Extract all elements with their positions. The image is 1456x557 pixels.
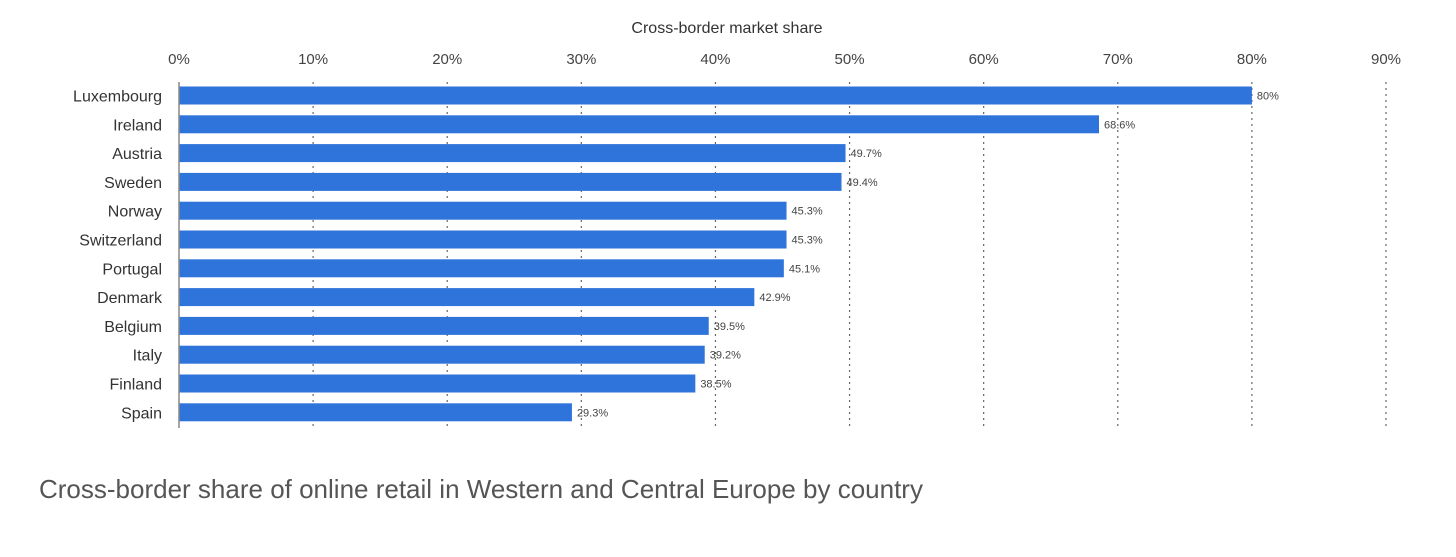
bar xyxy=(179,86,1252,105)
bar xyxy=(179,288,755,307)
category-label: Norway xyxy=(108,204,162,221)
category-labels: Luxembourg Ireland Austria Sweden Norway Swit… xyxy=(73,89,163,423)
x-tick-label: 0% xyxy=(168,51,190,68)
data-label: 80% xyxy=(1257,91,1279,103)
x-tick-labels: 0% 10% 20% 30% 40% 50% 60% 70% 80% 90% xyxy=(168,51,1401,68)
bar xyxy=(179,115,1100,134)
x-axis-title: Cross-border market share xyxy=(631,20,822,37)
bar xyxy=(179,403,572,422)
category-label: Sweden xyxy=(104,175,162,192)
data-label: 39.5% xyxy=(714,321,745,333)
gridlines xyxy=(312,82,1387,428)
x-tick-label: 70% xyxy=(1103,51,1133,68)
category-label: Ireland xyxy=(113,117,162,134)
data-labels: 80% 68.6% 49.7% 49.4% 45.3% 45.3% 45.1% 42.9% 39… xyxy=(577,91,1279,420)
category-label: Austria xyxy=(112,146,162,163)
bar xyxy=(179,259,784,278)
x-tick-label: 40% xyxy=(700,51,730,68)
bar xyxy=(179,201,787,220)
data-label: 68.6% xyxy=(1104,119,1135,131)
data-label: 38.5% xyxy=(700,379,731,391)
x-tick-label: 50% xyxy=(835,51,865,68)
data-label: 49.7% xyxy=(851,148,882,160)
bar xyxy=(179,144,846,163)
category-label: Portugal xyxy=(102,261,162,278)
x-tick-label: 30% xyxy=(566,51,596,68)
bar xyxy=(179,345,705,364)
x-tick-label: 10% xyxy=(298,51,328,68)
category-label: Denmark xyxy=(97,290,163,307)
category-label: Italy xyxy=(133,348,162,365)
data-label: 42.9% xyxy=(759,292,790,304)
x-tick-label: 60% xyxy=(969,51,999,68)
data-label: 45.3% xyxy=(792,235,823,247)
bar-chart: Cross-border market share 0% 10% 20% 30% 40%… xyxy=(73,20,1401,428)
data-label: 45.3% xyxy=(792,206,823,218)
bars xyxy=(179,86,1252,422)
bar xyxy=(179,374,696,393)
x-tick-label: 20% xyxy=(432,51,462,68)
x-tick-label: 90% xyxy=(1371,51,1401,68)
chart-caption: Cross-border share of online retail in W… xyxy=(39,474,923,504)
category-label: Luxembourg xyxy=(73,89,162,106)
category-label: Switzerland xyxy=(79,233,162,250)
data-label: 45.1% xyxy=(789,263,820,275)
bar xyxy=(179,172,842,191)
data-label: 39.2% xyxy=(710,350,741,362)
x-tick-label: 80% xyxy=(1237,51,1267,68)
category-label: Finland xyxy=(110,377,162,394)
category-label: Spain xyxy=(121,405,162,422)
category-label: Belgium xyxy=(104,319,162,336)
bar xyxy=(179,316,709,335)
bar xyxy=(179,230,787,249)
data-label: 29.3% xyxy=(577,407,608,419)
data-label: 49.4% xyxy=(847,177,878,189)
